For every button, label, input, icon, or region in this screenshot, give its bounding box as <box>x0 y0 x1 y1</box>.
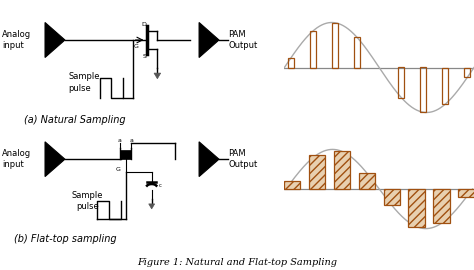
Polygon shape <box>199 142 219 177</box>
Bar <box>358 173 375 189</box>
Text: (b) Flat-top sampling: (b) Flat-top sampling <box>14 234 117 244</box>
Text: PAM
Output: PAM Output <box>228 30 258 50</box>
Bar <box>120 150 131 159</box>
Bar <box>383 189 400 205</box>
Polygon shape <box>149 204 155 209</box>
Bar <box>310 31 316 68</box>
Text: Analog
input: Analog input <box>2 149 31 169</box>
Bar <box>334 151 350 189</box>
Text: Figure 1: Natural and Flat-top Sampling: Figure 1: Natural and Flat-top Sampling <box>137 258 337 267</box>
Text: a: a <box>129 138 133 143</box>
Bar <box>398 68 404 97</box>
Bar <box>354 38 360 68</box>
Bar <box>409 189 425 227</box>
Bar <box>442 68 448 104</box>
Bar <box>420 68 426 112</box>
Polygon shape <box>154 73 161 79</box>
Bar <box>465 68 470 77</box>
Text: Sample
pulse: Sample pulse <box>69 72 100 93</box>
Text: a: a <box>118 138 122 143</box>
Bar <box>458 189 474 197</box>
Bar <box>309 155 325 189</box>
Text: S: S <box>142 55 146 59</box>
Text: G: G <box>134 45 139 49</box>
Text: (a) Natural Sampling: (a) Natural Sampling <box>24 115 125 125</box>
Text: c: c <box>158 183 161 188</box>
Text: Analog
input: Analog input <box>2 30 31 50</box>
Text: D: D <box>142 22 146 26</box>
Text: G: G <box>116 167 121 172</box>
Bar <box>283 181 300 189</box>
Bar <box>288 58 294 68</box>
Text: Sample
pulse: Sample pulse <box>72 191 103 211</box>
Text: PAM
Output: PAM Output <box>228 149 258 169</box>
Bar <box>433 189 450 223</box>
Polygon shape <box>199 22 219 58</box>
Polygon shape <box>45 142 65 177</box>
Bar <box>332 23 338 68</box>
Polygon shape <box>45 22 65 58</box>
